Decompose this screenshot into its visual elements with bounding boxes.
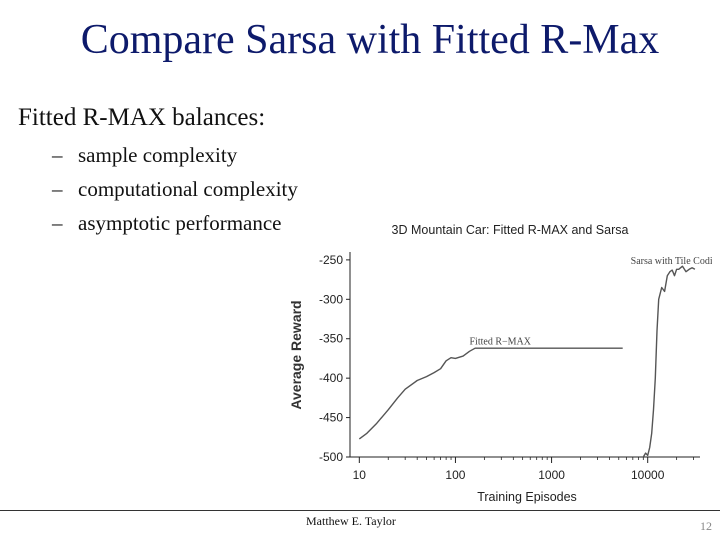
x-axis-label: Training Episodes bbox=[477, 490, 577, 504]
bullet-item: – computational complexity bbox=[52, 176, 298, 210]
x-tick-label: 100 bbox=[445, 468, 465, 482]
series-line-fitted-rmax bbox=[358, 347, 623, 440]
footer-divider bbox=[0, 510, 720, 511]
dash-marker: – bbox=[52, 211, 63, 235]
x-tick-label: 10 bbox=[353, 468, 367, 482]
y-tick-label: -250 bbox=[319, 253, 343, 267]
chart-axes: -250 -300 -350 -400 -450 -500 10 100 1000 10000 bbox=[319, 252, 700, 482]
y-tick-label: -450 bbox=[319, 411, 343, 425]
chart-title: 3D Mountain Car: Fitted R-MAX and Sarsa bbox=[392, 223, 629, 237]
y-tick-label: -400 bbox=[319, 371, 343, 385]
bullet-item: – asymptotic performance bbox=[52, 210, 298, 244]
series-line-sarsa bbox=[642, 265, 696, 458]
bullet-text: computational complexity bbox=[78, 177, 298, 201]
x-tick-label: 1000 bbox=[538, 468, 565, 482]
bullet-text: asymptotic performance bbox=[78, 211, 282, 235]
mountain-car-chart: 3D Mountain Car: Fitted R-MAX and Sarsa … bbox=[288, 223, 712, 504]
dash-marker: – bbox=[52, 177, 63, 201]
y-axis-label: Average Reward bbox=[288, 300, 304, 409]
dash-marker: – bbox=[52, 143, 63, 167]
bullet-list: – sample complexity – computational comple… bbox=[52, 142, 298, 244]
y-tick-label: -300 bbox=[319, 292, 343, 306]
chart-series: Sarsa with Tile Coding Fitted R−MAX bbox=[358, 256, 712, 458]
footer-author: Matthew E. Taylor bbox=[306, 514, 396, 528]
page-number: 12 bbox=[700, 519, 712, 533]
y-tick-label: -350 bbox=[319, 332, 343, 346]
bullet-item: – sample complexity bbox=[52, 142, 298, 176]
x-tick-label: 10000 bbox=[631, 468, 665, 482]
series-annotation: Sarsa with Tile Coding bbox=[631, 256, 712, 267]
bullet-text: sample complexity bbox=[78, 143, 238, 167]
y-tick-label: -500 bbox=[319, 450, 343, 464]
slide-title: Compare Sarsa with Fitted R-Max bbox=[80, 17, 660, 63]
lead-text: Fitted R-MAX balances: bbox=[18, 104, 266, 131]
series-annotation: Fitted R−MAX bbox=[469, 336, 531, 347]
